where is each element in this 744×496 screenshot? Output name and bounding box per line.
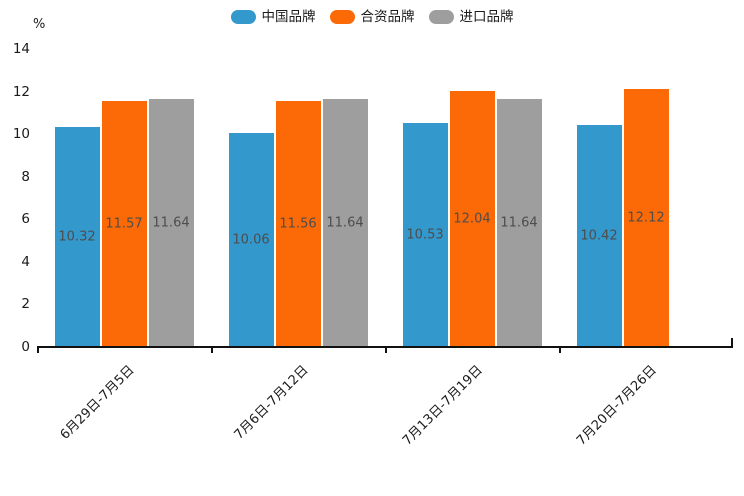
x-axis-tick bbox=[559, 348, 561, 353]
bar-value-label: 10.32 bbox=[58, 229, 96, 245]
x-axis-tick bbox=[385, 348, 387, 353]
legend-label: 进口品牌 bbox=[459, 9, 514, 25]
bar-中国品牌-1: 10.06 bbox=[228, 132, 274, 347]
y-axis-unit-label: % bbox=[33, 17, 46, 32]
x-category-label: 7月6日-7月12日 bbox=[231, 362, 312, 443]
x-axis-line bbox=[37, 346, 733, 348]
bar-合资品牌-1: 11.56 bbox=[275, 100, 321, 347]
bar-value-label: 11.64 bbox=[500, 215, 538, 231]
legend-label: 合资品牌 bbox=[360, 9, 415, 25]
x-axis-tick bbox=[37, 348, 39, 353]
legend-swatch-icon bbox=[329, 10, 355, 24]
bar-value-label: 11.64 bbox=[152, 215, 190, 231]
x-category-label: 7月20日-7月26日 bbox=[573, 362, 660, 449]
bar-合资品牌-3: 12.12 bbox=[623, 89, 669, 347]
y-tick-label: 4 bbox=[21, 253, 30, 270]
legend-swatch-icon bbox=[230, 10, 256, 24]
bar-进口品牌-1: 11.64 bbox=[322, 99, 368, 347]
y-tick-label: 6 bbox=[21, 211, 30, 228]
bar-合资品牌-2: 12.04 bbox=[449, 90, 495, 347]
y-tick-label: 0 bbox=[21, 339, 30, 355]
y-tick-label: 2 bbox=[21, 296, 30, 313]
x-axis-tick bbox=[211, 348, 213, 353]
bar-中国品牌-0: 10.32 bbox=[54, 127, 100, 347]
legend-item-2: 进口品牌 bbox=[428, 9, 514, 25]
bar-value-label: 11.56 bbox=[279, 216, 317, 232]
bar-value-label: 10.06 bbox=[232, 232, 270, 248]
y-tick-label: 14 bbox=[12, 41, 30, 57]
bar-进口品牌-0: 11.64 bbox=[148, 99, 194, 347]
bar-value-label: 11.64 bbox=[326, 215, 364, 231]
bar-value-label: 11.57 bbox=[105, 216, 143, 232]
legend-item-1: 合资品牌 bbox=[329, 9, 415, 25]
bar-value-label: 12.12 bbox=[627, 210, 665, 226]
y-tick-label: 8 bbox=[21, 168, 30, 185]
x-category-label: 6月29日-7月5日 bbox=[57, 362, 138, 443]
y-tick-label: 12 bbox=[12, 83, 30, 100]
legend-label: 中国品牌 bbox=[261, 9, 316, 25]
bar-value-label: 12.04 bbox=[453, 211, 491, 227]
y-tick-label: 10 bbox=[12, 126, 30, 143]
x-category-label: 7月13日-7月19日 bbox=[399, 362, 486, 449]
chart-legend: 中国品牌 合资品牌 进口品牌 bbox=[0, 7, 744, 27]
legend-item-0: 中国品牌 bbox=[230, 9, 316, 25]
bar-中国品牌-2: 10.53 bbox=[402, 122, 448, 347]
bar-中国品牌-3: 10.42 bbox=[576, 125, 622, 347]
bar-合资品牌-0: 11.57 bbox=[101, 100, 147, 347]
bar-value-label: 10.53 bbox=[406, 227, 444, 243]
legend-swatch-icon bbox=[428, 10, 454, 24]
bar-进口品牌-2: 11.64 bbox=[496, 99, 542, 347]
x-axis-tick bbox=[731, 338, 733, 346]
bar-value-label: 10.42 bbox=[580, 228, 618, 244]
plot-area: 10.32 11.57 11.64 10.06 11.56 11.64 10.53 12.04… bbox=[37, 49, 733, 347]
